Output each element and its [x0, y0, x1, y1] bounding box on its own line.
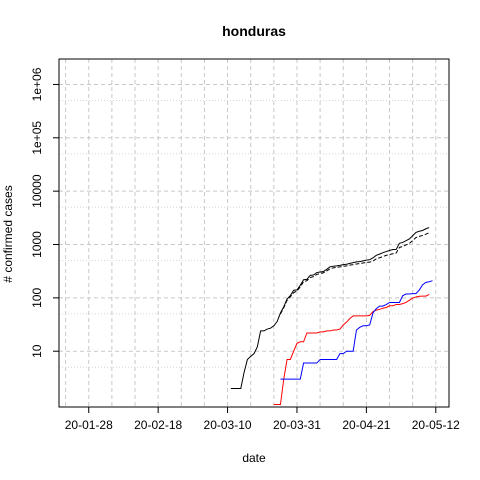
y-tick-label: 1000: [30, 231, 44, 258]
chart-title: honduras: [222, 23, 286, 39]
axes: 20-01-28 20-02-18 20-03-10 20-03-31 20-04-21…: [30, 67, 460, 432]
y-tick-label: 1e+05: [30, 121, 44, 155]
x-tick-label: 20-04-21: [342, 418, 390, 432]
x-axis-label: date: [242, 451, 266, 465]
y-tick-label: 1e+06: [30, 67, 44, 101]
grid: [59, 59, 449, 407]
x-tick-label: 20-03-10: [204, 418, 252, 432]
plot-frame: [58, 58, 450, 408]
series-line-1: [230, 227, 430, 389]
series-line-4: [280, 280, 433, 380]
y-axis-label: # confirmed cases: [1, 185, 15, 282]
x-tick-label: 20-02-18: [134, 418, 182, 432]
y-tick-label: 10000: [30, 174, 44, 208]
series-line-3: [273, 293, 430, 406]
x-tick-label: 20-03-31: [273, 418, 321, 432]
series-group: [230, 227, 433, 406]
x-tick-label: 20-01-28: [65, 418, 113, 432]
x-tick-label: 20-05-12: [412, 418, 460, 432]
series-line-2: [280, 232, 430, 315]
y-tick-label: 100: [30, 288, 44, 308]
y-tick-label: 10: [30, 344, 44, 358]
